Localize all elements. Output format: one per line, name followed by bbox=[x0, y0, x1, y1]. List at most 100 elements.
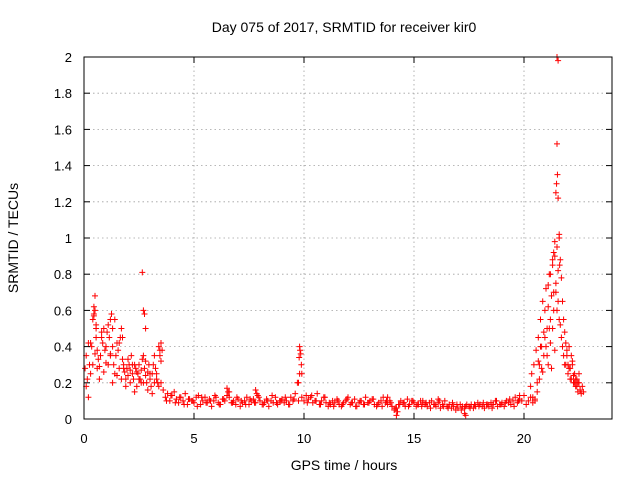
data-point bbox=[162, 394, 169, 401]
data-point bbox=[536, 376, 543, 383]
data-point bbox=[119, 356, 126, 363]
y-tick-label: 0.4 bbox=[54, 340, 72, 355]
data-point bbox=[428, 397, 435, 404]
axis-ticks bbox=[83, 56, 612, 420]
data-point bbox=[118, 376, 125, 383]
data-point bbox=[158, 358, 164, 365]
data-point bbox=[98, 329, 105, 336]
data-point bbox=[269, 392, 276, 399]
x-tick-label: 10 bbox=[297, 431, 311, 446]
data-point bbox=[109, 325, 116, 332]
data-point bbox=[551, 253, 558, 260]
data-point bbox=[114, 372, 120, 379]
y-axis-label: SRMTID / TECUs bbox=[5, 183, 21, 293]
data-point bbox=[475, 403, 482, 410]
data-point bbox=[297, 350, 304, 357]
data-point bbox=[435, 396, 442, 403]
data-point bbox=[171, 388, 178, 395]
data-point bbox=[292, 390, 299, 397]
data-point bbox=[283, 397, 290, 404]
data-point bbox=[554, 171, 561, 178]
data-point bbox=[548, 292, 555, 299]
y-tick-label: 1.8 bbox=[54, 86, 72, 101]
data-point bbox=[96, 376, 103, 383]
data-point bbox=[393, 412, 400, 419]
data-point bbox=[87, 339, 94, 346]
data-point bbox=[152, 365, 159, 372]
data-point bbox=[549, 256, 556, 263]
data-point bbox=[567, 376, 574, 383]
chart-title: Day 075 of 2017, SRMTID for receiver kir… bbox=[212, 19, 477, 35]
data-point bbox=[82, 365, 89, 372]
data-point bbox=[574, 379, 581, 386]
data-point bbox=[303, 392, 310, 399]
data-point bbox=[445, 405, 452, 412]
data-point bbox=[92, 292, 98, 299]
data-point bbox=[383, 397, 390, 404]
data-point bbox=[550, 249, 557, 256]
data-point bbox=[128, 352, 135, 359]
data-point bbox=[226, 394, 233, 401]
data-point bbox=[488, 399, 494, 406]
data-point bbox=[197, 401, 204, 408]
data-point bbox=[572, 376, 579, 383]
data-point bbox=[220, 396, 227, 403]
data-point bbox=[493, 397, 500, 404]
data-point bbox=[118, 325, 125, 332]
data-point bbox=[94, 347, 101, 354]
data-point bbox=[180, 397, 186, 404]
data-point bbox=[129, 361, 136, 368]
data-point bbox=[552, 189, 559, 196]
data-point bbox=[238, 397, 245, 404]
data-point bbox=[107, 352, 114, 359]
data-point bbox=[252, 387, 259, 394]
data-point bbox=[125, 356, 131, 363]
data-point bbox=[321, 394, 328, 401]
data-point bbox=[136, 361, 142, 368]
data-point bbox=[172, 399, 179, 406]
data-point bbox=[449, 399, 456, 406]
data-point bbox=[116, 339, 123, 346]
data-point bbox=[273, 399, 280, 406]
data-point bbox=[164, 390, 171, 397]
data-point bbox=[298, 370, 305, 377]
data-point bbox=[539, 368, 546, 375]
data-point bbox=[370, 396, 377, 403]
data-point bbox=[335, 397, 342, 404]
data-point bbox=[450, 403, 457, 410]
data-point bbox=[507, 401, 514, 408]
data-point bbox=[155, 383, 162, 390]
data-point bbox=[105, 321, 112, 328]
data-point bbox=[127, 367, 134, 374]
data-point bbox=[247, 396, 254, 403]
data-point bbox=[565, 370, 571, 377]
data-point bbox=[173, 396, 180, 403]
data-point bbox=[286, 401, 293, 408]
data-point bbox=[527, 383, 534, 390]
data-point bbox=[535, 334, 542, 341]
data-point bbox=[553, 180, 560, 187]
data-point bbox=[343, 396, 350, 403]
data-point bbox=[348, 399, 355, 406]
data-point bbox=[424, 403, 431, 410]
data-point bbox=[141, 365, 148, 372]
data-point bbox=[182, 390, 189, 397]
data-point bbox=[506, 396, 513, 403]
data-point bbox=[133, 368, 140, 375]
data-point bbox=[133, 383, 140, 390]
data-point bbox=[142, 372, 149, 379]
data-point bbox=[103, 343, 109, 350]
data-point bbox=[108, 311, 115, 318]
data-point bbox=[389, 403, 395, 410]
data-point bbox=[543, 285, 549, 292]
data-point bbox=[351, 396, 358, 403]
data-point bbox=[139, 269, 146, 276]
data-point bbox=[378, 397, 384, 404]
data-point bbox=[314, 390, 321, 397]
data-point bbox=[132, 365, 139, 372]
data-point bbox=[282, 394, 289, 401]
data-point bbox=[90, 312, 97, 319]
data-point bbox=[101, 347, 108, 354]
data-point bbox=[551, 238, 558, 245]
data-point bbox=[455, 405, 461, 412]
